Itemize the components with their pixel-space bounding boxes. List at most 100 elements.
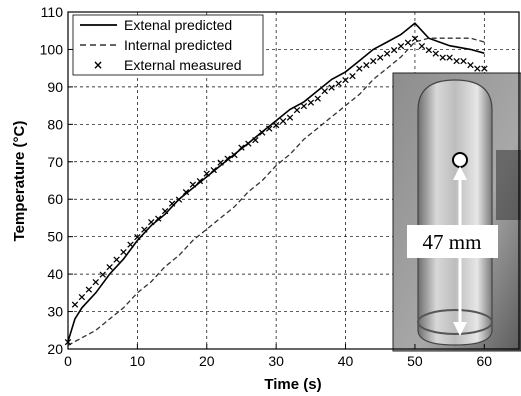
series-layer: ××××××××××××××××××××××××××××××××××××××××… (63, 22, 489, 349)
y-tick-label: 70 (47, 154, 63, 170)
x-tick-label: 60 (477, 353, 493, 369)
data-point-external-measured: × (389, 43, 398, 56)
plot-frame (67, 11, 520, 350)
data-point-external-measured: × (167, 197, 176, 210)
data-point-external-measured: × (202, 167, 211, 180)
data-point-external-measured: × (265, 122, 274, 135)
preform-neck (417, 309, 493, 335)
data-point-external-measured: × (452, 55, 461, 68)
data-point-external-measured: × (216, 156, 225, 169)
data-point-external-measured: × (161, 204, 170, 217)
data-point-external-measured: × (285, 111, 294, 124)
data-point-external-measured: × (355, 62, 364, 75)
y-axis-title: Temperature (°C) (11, 121, 28, 242)
series-line-internal-predicted (67, 37, 485, 346)
y-tick-label: 20 (47, 341, 63, 357)
data-point-external-measured: × (251, 133, 260, 146)
x-tick-label: 40 (338, 353, 354, 369)
data-point-external-measured: × (223, 152, 232, 165)
data-point-external-measured: × (91, 276, 100, 289)
data-point-external-measured: × (327, 81, 336, 94)
data-point-external-measured: × (424, 43, 433, 56)
data-point-external-measured: × (147, 216, 156, 229)
data-point-external-measured: × (98, 268, 107, 281)
data-point-external-measured: × (362, 58, 371, 71)
data-point-external-measured: × (112, 253, 121, 266)
y-tick-label: 90 (47, 79, 63, 95)
data-point-external-measured: × (292, 103, 301, 116)
x-axis-title: Time (s) (264, 376, 321, 393)
x-tick-label: 0 (64, 353, 72, 369)
data-point-external-measured: × (154, 212, 163, 225)
y-tick-label: 30 (47, 304, 63, 320)
data-point-external-measured: × (272, 118, 281, 131)
data-point-external-measured: × (445, 51, 454, 64)
inset-shadow (496, 150, 521, 220)
data-point-external-measured: × (383, 47, 392, 60)
data-point-external-measured: × (480, 62, 489, 75)
legend-label-internal-predicted: Internal predicted (124, 37, 232, 53)
legend-label-external-measured: External measured (124, 57, 242, 73)
data-point-external-measured: × (403, 36, 412, 49)
x-tick-label: 50 (407, 353, 423, 369)
data-point-external-measured: × (299, 100, 308, 113)
data-point-external-measured: × (348, 70, 357, 83)
data-point-external-measured: × (195, 175, 204, 188)
data-point-external-measured: × (376, 51, 385, 64)
data-point-external-measured: × (140, 223, 149, 236)
data-point-external-measured: × (417, 40, 426, 53)
data-point-external-measured: × (133, 231, 142, 244)
data-point-external-measured: × (334, 77, 343, 90)
y-tick-label: 110 (41, 4, 64, 20)
annotation-box (407, 225, 498, 258)
data-point-external-measured: × (396, 40, 405, 53)
data-point-external-measured: × (320, 85, 329, 98)
legend: Extenal predicted Internal predicted × E… (72, 14, 264, 76)
data-point-external-measured: × (473, 62, 482, 75)
inset-annotation: 47 mm (423, 230, 482, 254)
data-point-external-measured: × (188, 178, 197, 191)
data-point-external-measured: × (369, 55, 378, 68)
data-point-external-measured: × (341, 73, 350, 86)
data-point-external-measured: × (438, 51, 447, 64)
inset-photo: 47 mm (392, 72, 521, 352)
data-point-external-measured: × (174, 193, 183, 206)
x-tick-label: 20 (199, 353, 215, 369)
data-point-external-measured: × (237, 141, 246, 154)
data-point-external-measured: × (466, 58, 475, 71)
data-point-external-measured: × (230, 148, 239, 161)
legend-label-external-predicted: Extenal predicted (124, 17, 232, 33)
data-point-external-measured: × (105, 261, 114, 274)
data-point-external-measured: × (70, 298, 79, 311)
preform-tube (417, 79, 493, 346)
data-point-external-measured: × (84, 283, 93, 296)
data-point-external-measured: × (410, 32, 419, 45)
y-tick-label: 80 (47, 116, 63, 132)
data-point-external-measured: × (313, 92, 322, 105)
data-point-external-measured: × (258, 126, 267, 139)
data-point-external-measured: × (459, 55, 468, 68)
y-tick-label: 50 (47, 229, 63, 245)
x-tick-label: 30 (268, 353, 284, 369)
x-tick-label: 10 (130, 353, 146, 369)
axis-ticks: 0 10 20 30 40 50 60 20 30 40 50 60 70 80 90 100 110 (40, 4, 493, 369)
data-point-external-measured: × (431, 47, 440, 60)
measurement-point-marker (452, 152, 468, 168)
data-point-external-measured: × (77, 291, 86, 304)
legend-swatch-external-measured: × (93, 58, 103, 72)
y-tick-label: 40 (47, 266, 63, 282)
inset-border (392, 72, 521, 352)
dimension-arrow-head-up (453, 166, 467, 180)
data-point-external-measured: × (209, 163, 218, 176)
data-point-external-measured: × (119, 246, 128, 259)
data-point-external-measured: × (126, 238, 135, 251)
dimension-arrow-head-down (453, 322, 467, 336)
y-tick-label: 60 (47, 191, 63, 207)
data-point-external-measured: × (306, 96, 315, 109)
data-point-external-measured: × (181, 186, 190, 199)
series-line-external-predicted (67, 22, 485, 342)
data-point-external-measured: × (278, 115, 287, 128)
data-point-external-measured: × (244, 137, 253, 150)
y-tick-label: 100 (40, 41, 64, 57)
